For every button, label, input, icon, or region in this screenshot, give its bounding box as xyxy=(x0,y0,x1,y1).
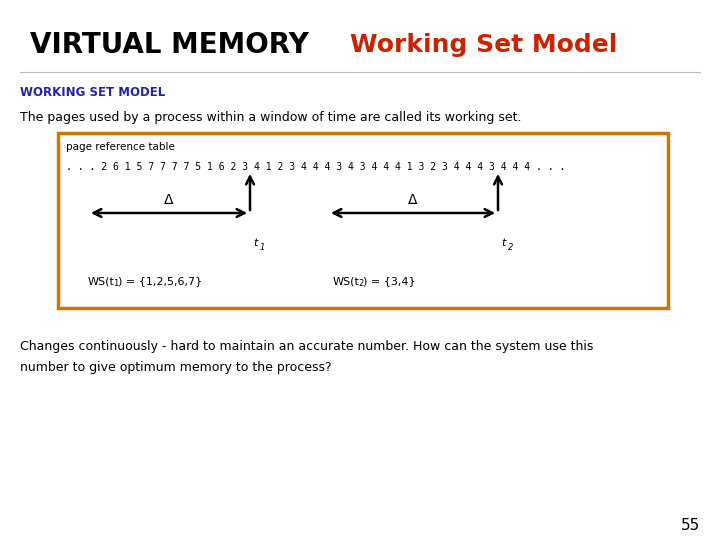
Text: Changes continuously - hard to maintain an accurate number. How can the system u: Changes continuously - hard to maintain … xyxy=(20,340,593,374)
Text: Δ: Δ xyxy=(408,193,418,207)
Text: WORKING SET MODEL: WORKING SET MODEL xyxy=(20,85,166,98)
Text: VIRTUAL MEMORY: VIRTUAL MEMORY xyxy=(30,31,309,59)
Text: t: t xyxy=(501,238,505,248)
Text: ) = {3,4}: ) = {3,4} xyxy=(363,276,415,286)
Text: 1: 1 xyxy=(260,242,266,252)
Text: 2: 2 xyxy=(508,242,513,252)
Text: 55: 55 xyxy=(680,517,700,532)
Text: Working Set Model: Working Set Model xyxy=(350,33,617,57)
Text: 1: 1 xyxy=(113,280,118,288)
Text: The pages used by a process within a window of time are called its working set.: The pages used by a process within a win… xyxy=(20,111,521,125)
Text: WS(t: WS(t xyxy=(88,276,115,286)
Text: . . . 2 6 1 5 7 7 7 7 5 1 6 2 3 4 1 2 3 4 4 4 3 4 3 4 4 4 1 3 2 3 4 4 4 3 4 4 4 : . . . 2 6 1 5 7 7 7 7 5 1 6 2 3 4 1 2 3 … xyxy=(66,162,565,172)
Bar xyxy=(58,133,668,308)
Text: 2: 2 xyxy=(358,280,364,288)
Text: WS(t: WS(t xyxy=(333,276,360,286)
Text: page reference table: page reference table xyxy=(66,142,175,152)
Text: Δ: Δ xyxy=(164,193,174,207)
Text: ) = {1,2,5,6,7}: ) = {1,2,5,6,7} xyxy=(118,276,202,286)
Text: t: t xyxy=(253,238,257,248)
